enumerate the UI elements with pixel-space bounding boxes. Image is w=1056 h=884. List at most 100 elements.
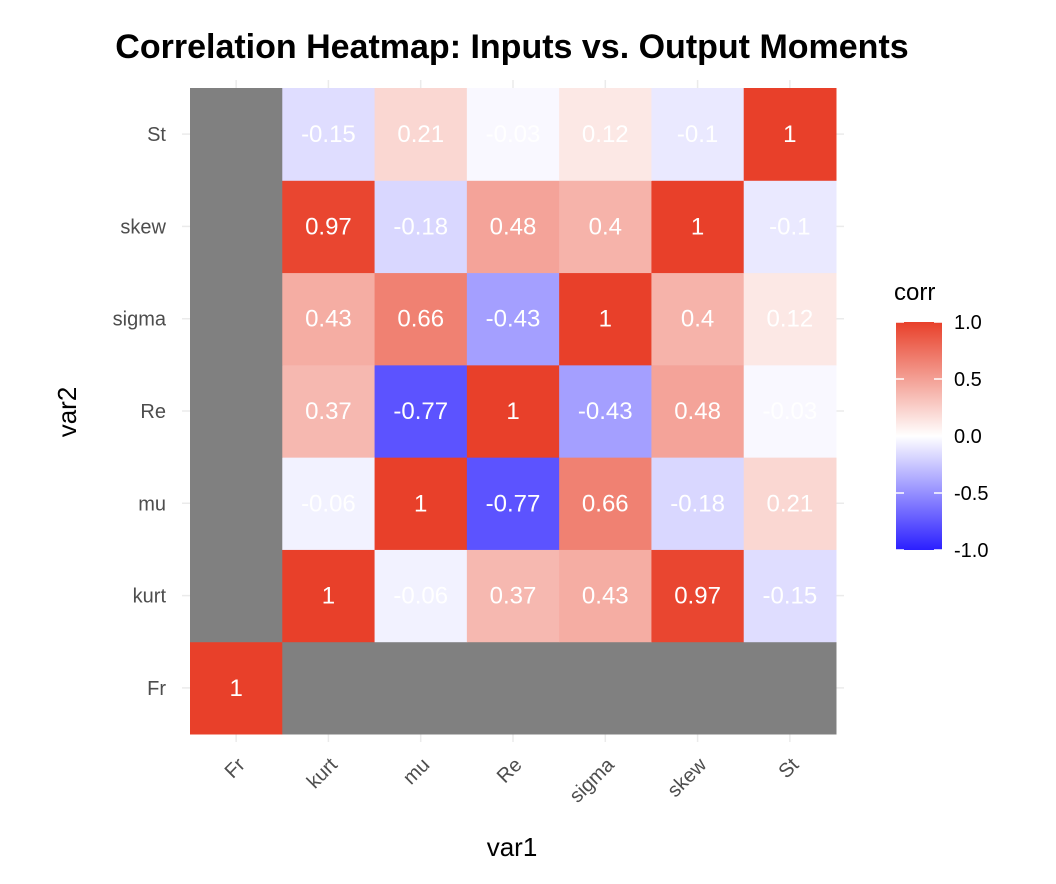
cell-value-label: 0.4 xyxy=(589,213,622,240)
heatmap-cell-na xyxy=(743,641,837,735)
heatmap-cell xyxy=(651,549,745,643)
heatmap-cell xyxy=(743,364,837,458)
cell-value-label: 0.4 xyxy=(681,306,714,333)
heatmap-cell xyxy=(559,272,652,366)
heatmap-cell xyxy=(282,180,376,274)
heatmap-cell-na xyxy=(651,641,745,735)
legend-tick-label: 0.5 xyxy=(954,369,982,391)
heatmap-cell xyxy=(559,549,652,643)
heatmap-cell xyxy=(374,272,468,366)
cell-value-label: 1 xyxy=(506,398,519,425)
heatmap-cell-na xyxy=(190,457,283,550)
x-tick-label: mu xyxy=(399,754,434,789)
heatmap-cell xyxy=(282,549,376,643)
heatmap-cell-na xyxy=(282,641,376,735)
legend-title: corr xyxy=(894,279,935,306)
y-tick-label: Re xyxy=(140,401,166,423)
heatmap-cell xyxy=(651,272,745,366)
y-tick-label: sigma xyxy=(113,309,167,331)
cell-value-label: 1 xyxy=(599,306,612,333)
cell-value-label: -0.1 xyxy=(677,121,718,148)
heatmap-cell xyxy=(282,272,376,366)
heatmap-cell-na xyxy=(466,641,560,735)
heatmap-cell xyxy=(743,272,837,366)
cell-value-label: 0.66 xyxy=(397,306,444,333)
cell-value-label: -0.06 xyxy=(393,583,448,610)
heatmap-cell xyxy=(651,457,745,550)
heatmap-cell-na xyxy=(190,549,283,643)
heatmap-cell xyxy=(466,180,560,274)
heatmap-cell xyxy=(466,457,560,550)
y-tick-label: kurt xyxy=(133,586,167,608)
cell-value-label: 1 xyxy=(322,583,335,610)
heatmap-cell xyxy=(374,180,468,274)
cell-value-label: 0.66 xyxy=(582,490,629,517)
x-tick-label: sigma xyxy=(566,753,620,807)
cell-value-label: -0.77 xyxy=(393,398,448,425)
cell-value-label: 1 xyxy=(691,213,704,240)
heatmap-cell-na xyxy=(190,364,283,458)
cell-value-label: 0.48 xyxy=(490,213,537,240)
legend-tick-label: -1.0 xyxy=(954,540,988,562)
cell-value-label: 1 xyxy=(783,121,796,148)
x-tick-label: skew xyxy=(663,754,711,802)
cell-value-label: 0.37 xyxy=(305,398,352,425)
heatmap-cell xyxy=(466,88,560,181)
cell-value-label: 0.97 xyxy=(305,213,352,240)
x-tick-label: Re xyxy=(493,754,527,788)
heatmap-cell xyxy=(190,641,283,735)
cell-value-label: 1 xyxy=(414,490,427,517)
cell-value-label: -0.77 xyxy=(486,490,541,517)
heatmap-cell xyxy=(559,88,652,181)
x-axis-label: var1 xyxy=(487,832,538,862)
heatmap-cell xyxy=(466,364,560,458)
chart-title: Correlation Heatmap: Inputs vs. Output M… xyxy=(115,28,908,66)
cell-value-label: 0.97 xyxy=(674,583,721,610)
cell-value-label: 0.37 xyxy=(490,583,537,610)
y-tick-label: mu xyxy=(138,493,166,515)
cell-value-label: 0.12 xyxy=(582,121,629,148)
y-tick-label: Fr xyxy=(147,678,166,700)
heatmap-cell xyxy=(466,549,560,643)
cell-value-label: -0.18 xyxy=(393,213,448,240)
heatmap-cell xyxy=(374,549,468,643)
cell-value-label: -0.15 xyxy=(763,583,818,610)
heatmap-cell xyxy=(651,180,745,274)
heatmap-cell xyxy=(374,457,468,550)
heatmap-cells xyxy=(190,88,837,735)
legend-tick-label: 1.0 xyxy=(954,312,982,334)
heatmap-cell-na xyxy=(190,180,283,274)
heatmap-cell xyxy=(559,457,652,550)
cell-value-label: -0.18 xyxy=(670,490,725,517)
y-tick-label: St xyxy=(147,124,166,146)
legend-ticks: 1.0 0.5 0.0 -0.5 -1.0 xyxy=(896,312,988,562)
heatmap-cell xyxy=(743,457,837,550)
x-tick-label: St xyxy=(774,754,803,783)
cell-value-label: 0.48 xyxy=(674,398,721,425)
cell-value-label: -0.1 xyxy=(769,213,810,240)
heatmap-cell xyxy=(282,88,376,181)
legend-tick-label: -0.5 xyxy=(954,483,988,505)
y-axis-tick-labels: Fr kurt mu Re sigma skew St xyxy=(113,124,167,700)
cell-value-label: 0.43 xyxy=(582,583,629,610)
cell-value-label: 0.21 xyxy=(766,490,813,517)
heatmap-cell-na xyxy=(559,641,652,735)
cell-value-label: -0.43 xyxy=(578,398,633,425)
cell-value-label: -0.03 xyxy=(486,121,541,148)
x-axis-tick-labels: Fr kurt mu Re sigma skew St xyxy=(221,753,804,807)
heatmap-cell xyxy=(651,364,745,458)
cell-value-label: 0.43 xyxy=(305,306,352,333)
heatmap-cell xyxy=(559,180,652,274)
color-legend: corr 1.0 0.5 0.0 -0.5 -1.0 xyxy=(894,279,988,562)
heatmap-cell xyxy=(743,180,837,274)
cell-value-labels: 1 1 -0.06 0.37 0.43 0.97 -0.15 -0.06 1 -0.77 0.66 -… xyxy=(229,121,817,702)
heatmap-cell-na xyxy=(190,88,283,181)
cell-value-label: 0.21 xyxy=(397,121,444,148)
heatmap-cell-na xyxy=(374,641,468,735)
y-axis-label: var2 xyxy=(52,387,82,438)
cell-value-label: -0.06 xyxy=(301,490,356,517)
heatmap-cell xyxy=(282,457,376,550)
heatmap-cell-na xyxy=(190,272,283,366)
cell-value-label: -0.15 xyxy=(301,121,356,148)
